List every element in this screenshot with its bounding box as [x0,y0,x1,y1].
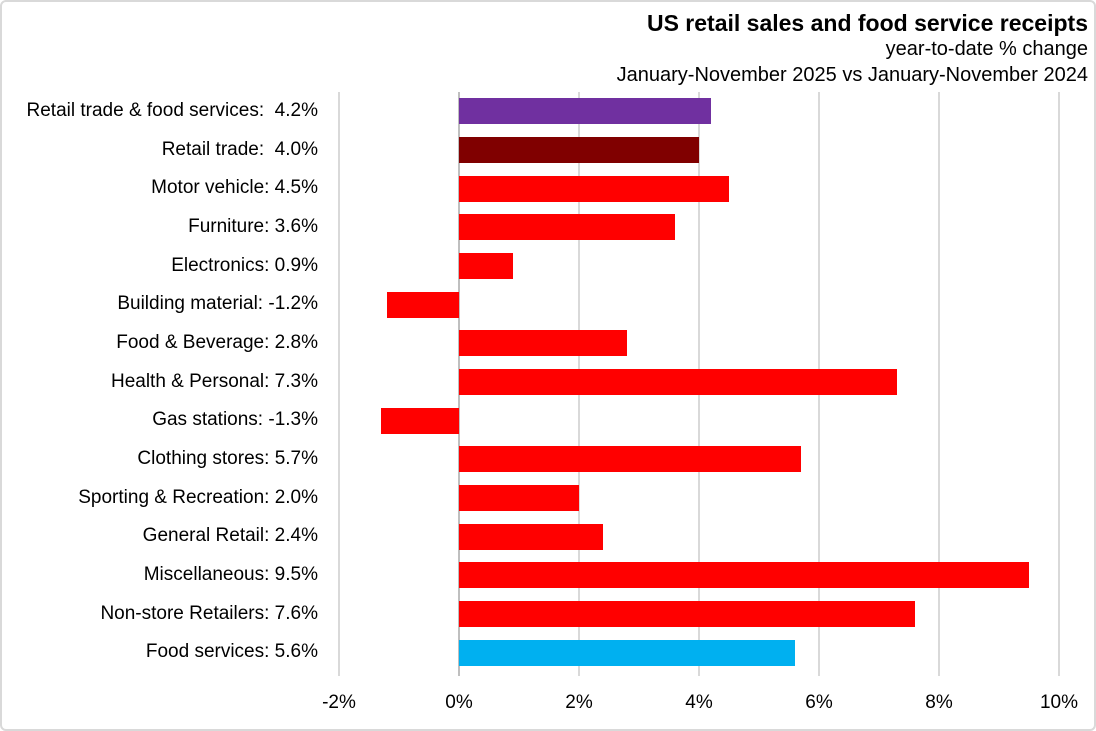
category-label-building-material: Building material: -1.2% [117,293,318,315]
chart-subtitle: year-to-date % change [885,38,1088,60]
category-label-retail-trade: Retail trade: 4.0% [161,138,318,160]
bar-non-store-retailers [459,601,915,627]
bar-motor-vehicle [459,175,729,202]
category-label-sporting-recreation: Sporting & Recreation: 2.0% [78,486,318,508]
x-tick-label: -2% [322,692,356,713]
chart-title: US retail sales and food service receipt… [646,10,1088,36]
bar-sporting-recreation [459,485,579,511]
bar-electronics [459,253,513,279]
category-label-clothing-stores: Clothing stores: 5.7% [137,448,318,469]
x-tick-label: 6% [805,692,833,713]
bar-food-services [459,639,795,666]
bar-miscellaneous [459,562,1029,589]
category-label-gas-stations: Gas stations: -1.3% [152,409,318,431]
x-tick-label: 2% [565,692,593,713]
bar-retail-trade [459,137,699,163]
x-tick-label: 0% [445,692,473,713]
bar-health-personal [459,369,897,395]
chart-comparison-line: January-November 2025 vs January-Novembe… [616,64,1088,86]
x-tick-label: 8% [925,692,953,713]
gridline-10pct [1058,92,1060,676]
category-label-furniture: Furniture: 3.6% [188,216,318,237]
category-label-motor-vehicle: Motor vehicle: 4.5% [151,177,318,199]
category-label-health-personal: Health & Personal: 7.3% [110,370,318,392]
x-tick-label: 4% [685,692,713,713]
category-label-food-services: Food services: 5.6% [145,641,318,663]
chart-header: US retail sales and food service receipt… [617,10,1088,89]
bar-general-retail [459,523,603,550]
bar-retail-trade-food-services [459,98,711,125]
category-label-miscellaneous: Miscellaneous: 9.5% [143,564,318,585]
category-label-electronics: Electronics: 0.9% [171,254,318,276]
category-label-non-store-retailers: Non-store Retailers: 7.6% [100,602,318,624]
bar-food-beverage [459,330,627,357]
bar-gas-stations [381,407,459,434]
category-label-general-retail: General Retail: 2.4% [142,525,318,547]
bar-clothing-stores [459,446,801,473]
gridline--2pct [338,92,340,676]
bar-building-material [387,291,459,318]
category-label-food-beverage: Food & Beverage: 2.8% [116,332,318,353]
gridline-8pct [938,92,940,676]
x-tick-label: 10% [1039,692,1079,713]
bar-furniture [459,214,675,241]
category-label-retail-trade-food-services: Retail trade & food services: 4.2% [26,100,318,121]
